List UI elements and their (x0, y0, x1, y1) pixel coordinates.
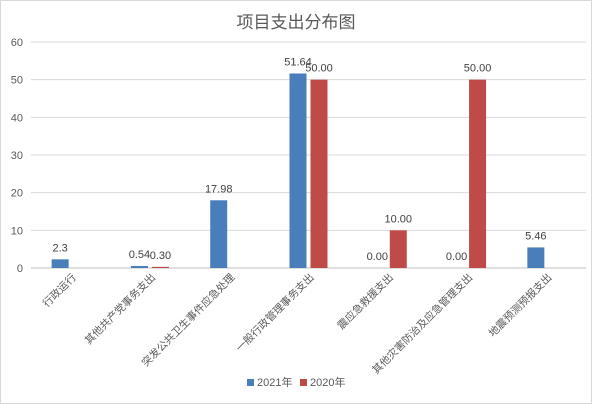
chart-title: 项目支出分布图 (237, 13, 356, 33)
data-label: 0.30 (150, 250, 171, 262)
data-label: 0.54 (129, 249, 150, 261)
data-label: 2.3 (52, 242, 67, 254)
legend: 2021年 2020年 (247, 375, 345, 389)
x-tick-label: 突发公共卫生事件应急处理 (139, 271, 238, 370)
data-label: 0.00 (446, 251, 467, 263)
bar-2021年-3 (289, 73, 307, 268)
legend-swatch (247, 379, 254, 386)
x-tick-label: 震应急救援支出 (335, 271, 396, 332)
data-labels: 2.30.54 0.3017.9851.6450.000.0010.000.005… (52, 56, 546, 263)
bar-2020年-1 (151, 266, 169, 268)
y-axis: 0 10 20 30 40 50 60 (11, 37, 23, 275)
gridlines (31, 41, 586, 269)
y-tick-label: 20 (11, 188, 23, 200)
bar-2020年-5 (469, 79, 487, 269)
bar-2020年-3 (310, 79, 328, 269)
data-label: 10.00 (385, 213, 413, 225)
x-tick-label: 其他共产党事务支出 (82, 271, 158, 347)
y-tick-label: 30 (11, 150, 23, 162)
y-tick-label: 0 (17, 263, 23, 275)
data-label: 17.98 (205, 183, 233, 195)
bar-2020年-4 (389, 230, 407, 268)
data-label: 50.00 (464, 63, 492, 75)
legend-label: 2020年 (310, 375, 345, 389)
bars (51, 73, 545, 269)
y-tick-label: 10 (11, 225, 23, 237)
data-label: 5.46 (525, 230, 546, 242)
bar-2021年-0 (51, 259, 69, 268)
x-tick-label: 一般行政管理事务支出 (233, 271, 316, 354)
data-label: 0.00 (367, 251, 388, 263)
data-label: 51.64 (284, 56, 312, 68)
x-tick-label: 行政运行 (40, 271, 79, 310)
legend-label: 2021年 (257, 375, 292, 389)
x-tick-label: 地震预测预报支出 (486, 271, 555, 340)
bar-2021年-2 (210, 200, 228, 268)
legend-swatch (300, 379, 307, 386)
y-tick-label: 60 (11, 37, 23, 49)
bar-2021年-1 (130, 265, 148, 268)
bar-2021年-6 (527, 247, 545, 268)
y-tick-label: 40 (11, 112, 23, 124)
y-tick-label: 50 (11, 75, 23, 87)
data-label: 50.00 (305, 63, 333, 75)
